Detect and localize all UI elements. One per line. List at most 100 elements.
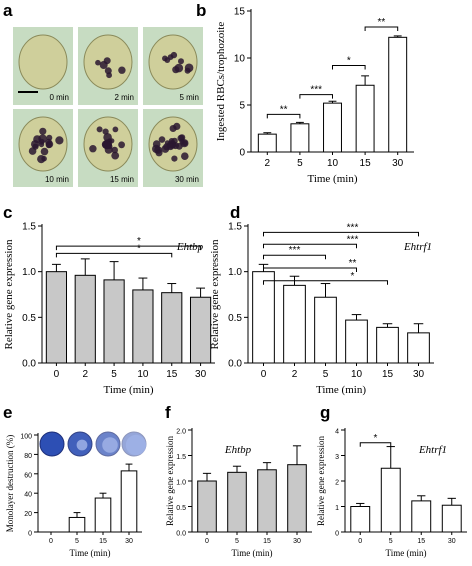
ingested-rbc [172,66,180,74]
significance-label: ** [378,17,386,28]
bar [323,102,342,153]
bar [103,279,125,364]
x-tick-label: 15 [382,369,394,380]
stained-well [39,431,65,457]
y-tick-label: 1.5 [228,222,242,233]
ingested-rbc [39,127,47,135]
bar [355,84,375,153]
ingested-rbc [118,66,126,74]
bar [132,289,154,364]
trophozoite-cell [148,34,198,90]
y-tick-label: 1.0 [22,267,36,278]
y-tick-label: 0 [28,531,32,538]
x-tick-label: 15 [166,369,178,380]
y-tick-label: 0 [335,531,339,538]
gene-label: Ehtbp [176,241,204,253]
x-axis-title: Time (min) [70,548,111,558]
bar [45,271,68,364]
bar [68,516,86,533]
y-tick-label: 1.0 [228,267,242,278]
x-tick-label: 30 [125,538,133,545]
ingested-rbc [118,141,125,149]
chart-ehtrf1-expression: 0.00.51.01.50 2 5 10 15 30************Ehtrf1T… [209,222,434,396]
x-tick-label: 0 [49,538,53,545]
ingested-rbc [89,145,97,153]
bar [252,271,275,364]
x-tick-label: 0 [54,369,60,380]
y-tick-label: 2 [335,480,339,487]
ingested-rbc [38,141,45,148]
bar [283,284,306,364]
y-tick-label: 15 [234,7,246,18]
bar [287,464,307,533]
bar [345,319,368,364]
y-tick-label: 40 [24,492,32,499]
ingested-rbc [103,57,111,65]
ingested-rbc [158,136,166,143]
x-tick-label: 5 [75,538,79,545]
y-tick-label: 0.0 [176,531,186,538]
ingested-rbc [184,67,191,74]
x-tick-label: 30 [448,538,456,545]
significance-bracket [55,245,202,251]
significance-label: *** [310,85,322,96]
ingested-rbc [40,147,49,156]
significance-bracket [299,94,333,99]
ingested-rbc [178,134,186,141]
bar [120,470,138,533]
ingested-rbc [155,149,163,157]
ingested-rbc [178,58,184,65]
bar [407,332,430,364]
destroyed-area [76,439,88,451]
chart-monolayer-destruction: 0 20 40 60 80 100 0 5 15 30 Time (min) Monolayer de… [5,431,147,558]
x-tick-label: 15 [417,538,425,545]
significance-bracket [55,252,173,258]
y-axis-title: Ingested RBCs/trophozoite [215,22,227,142]
significance-label: *** [347,222,359,233]
bar [257,469,277,533]
x-axis-title: Time (min) [232,548,273,558]
x-tick-label: 0 [358,538,362,545]
x-tick-label: 0 [205,538,209,545]
significance-label: * [137,236,141,247]
y-tick-label: 60 [24,472,32,479]
significance-bracket [263,267,357,273]
ingested-rbc [102,128,109,135]
time-label: 10 min [45,175,69,184]
gene-label: Ehtrf1 [403,241,432,253]
x-tick-label: 30 [392,158,404,169]
panel-label-f: f [165,403,171,422]
ingested-rbc [95,59,101,66]
significance-label: *** [289,245,301,256]
bar [257,133,277,153]
ingested-rbc [106,72,112,79]
y-tick-label: 3 [335,454,339,461]
significance-bracket [263,243,357,249]
y-axis-title: Relative gene expression [209,239,221,349]
y-tick-label: 100 [20,434,32,441]
y-tick-label: 0.5 [176,505,186,512]
significance-label: * [374,433,378,444]
ingested-rbc [55,136,64,145]
significance-label: * [137,243,141,254]
y-tick-label: 0.5 [228,313,242,324]
trophozoite-cell [18,34,68,90]
x-axis-title: Time (min) [316,384,366,396]
chart-ehtrf1-expression-monolayer: 0 1 2 3 4 0 5 15 30 * Ehtrf1 Time (min) Relative gen… [316,428,467,558]
y-axis-title: Relative gene expression [3,239,15,349]
chart-ehtbp-expression: 0.0 0.5 1.0 1.5 0 2 5 10 15 30 ** Ehtbp Time (min) Re… [3,222,215,396]
y-tick-label: 1.5 [22,222,36,233]
y-tick-label: 1.0 [176,480,186,487]
x-tick-label: 10 [351,369,363,380]
gene-label: Ehtbp [224,444,252,456]
panel-label-a: a [3,1,13,20]
significance-bracket [263,231,419,237]
ingested-rbc [106,141,112,148]
y-axis-title: Monolayer destruction (%) [5,435,15,532]
ingested-rbc [38,134,47,143]
x-tick-label: 5 [111,369,117,380]
bar [94,497,112,533]
bar [376,326,399,364]
